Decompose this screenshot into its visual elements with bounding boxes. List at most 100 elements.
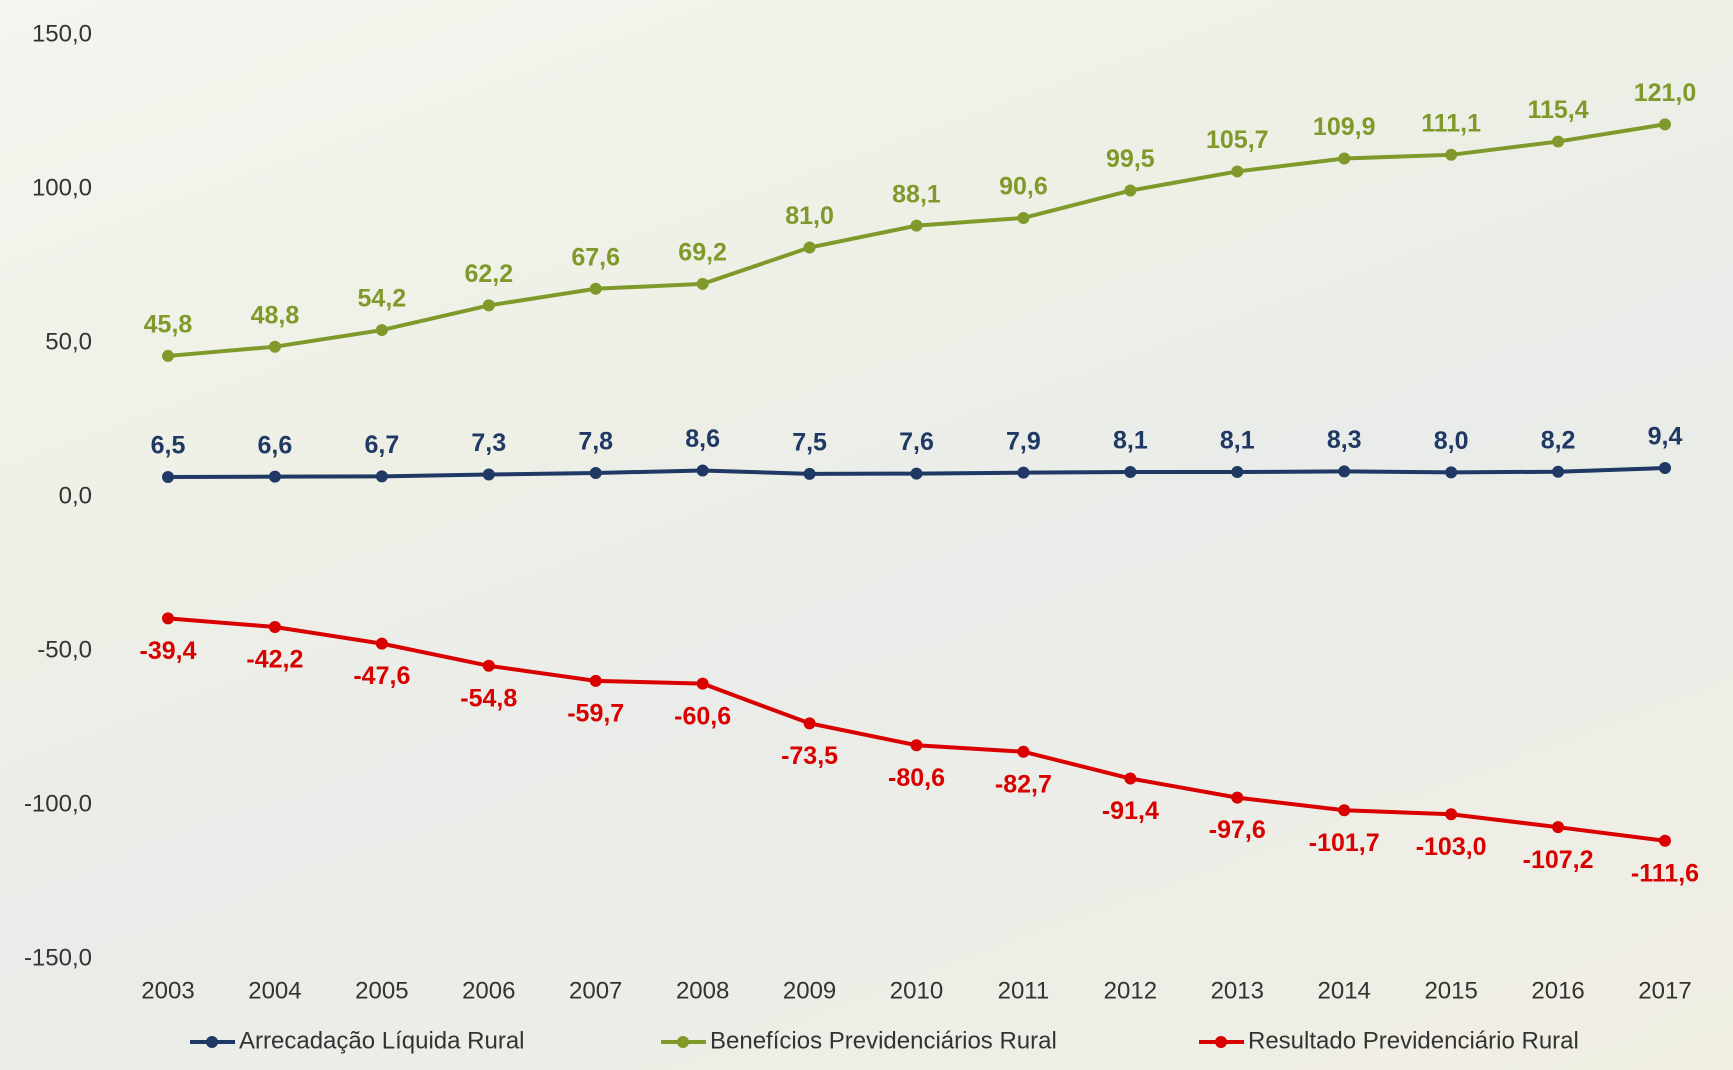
data-label: 7,8 (578, 428, 613, 456)
x-tick-label: 2012 (1104, 977, 1157, 1004)
point (1124, 466, 1137, 479)
legend-label: Benefícios Previdenciários Rural (710, 1027, 1057, 1054)
point (375, 637, 388, 650)
y-tick-label: -150,0 (24, 944, 92, 971)
data-label: 8,2 (1541, 426, 1576, 454)
point (803, 467, 816, 480)
x-tick-label: 2016 (1531, 977, 1584, 1004)
data-label: 7,6 (899, 428, 934, 456)
point (696, 677, 709, 690)
y-tick-label: 100,0 (32, 174, 92, 201)
point (1445, 148, 1458, 161)
data-label: 7,9 (1006, 427, 1041, 455)
data-label: -111,6 (1631, 859, 1699, 887)
x-tick-label: 2008 (676, 977, 729, 1004)
data-label: 9,4 (1648, 423, 1683, 451)
data-label: 6,6 (258, 431, 293, 459)
data-label: 54,2 (358, 285, 407, 313)
point (375, 324, 388, 337)
y-tick-label: 150,0 (32, 20, 92, 47)
data-label: 8,1 (1220, 427, 1255, 455)
point (1124, 184, 1137, 197)
x-tick-label: 2014 (1318, 977, 1371, 1004)
x-tick-label: 2013 (1211, 977, 1264, 1004)
data-label: 8,0 (1434, 427, 1469, 455)
point (162, 349, 174, 362)
data-label: -59,7 (567, 699, 624, 727)
series-line (167, 122, 1666, 358)
data-label: 81,0 (785, 202, 834, 230)
x-tick-label: 2006 (462, 977, 515, 1004)
data-label: 6,5 (151, 432, 186, 460)
point (696, 277, 709, 290)
point (1445, 808, 1458, 821)
data-label: -42,2 (246, 646, 303, 674)
point (268, 340, 281, 353)
legend-marker (1215, 1036, 1227, 1048)
point (1017, 745, 1030, 758)
point (1445, 466, 1458, 479)
data-label: 8,3 (1327, 426, 1362, 454)
data-label: -82,7 (995, 770, 1052, 798)
x-tick-label: 2011 (998, 977, 1050, 1004)
point (1231, 466, 1244, 479)
point (1338, 465, 1351, 478)
point (589, 674, 602, 687)
data-label: -60,6 (674, 702, 731, 730)
point (910, 219, 923, 232)
point (1659, 834, 1671, 847)
series-line (167, 616, 1666, 843)
point (1552, 821, 1565, 834)
data-label: 6,7 (364, 431, 399, 459)
point (803, 717, 816, 730)
data-label: 88,1 (892, 180, 941, 208)
point (482, 659, 495, 672)
data-label: -47,6 (353, 662, 410, 690)
point (1552, 135, 1565, 148)
point (162, 612, 174, 625)
data-label: 67,6 (571, 243, 620, 271)
point (375, 470, 388, 483)
y-tick-label: 0,0 (59, 482, 92, 509)
point (162, 470, 174, 483)
point (910, 467, 923, 480)
data-label: -80,6 (888, 764, 945, 792)
point (1338, 804, 1351, 817)
point (482, 468, 495, 481)
legend-label: Arrecadação Líquida Rural (239, 1027, 525, 1054)
point (1017, 211, 1030, 224)
legend-marker (206, 1036, 218, 1048)
data-label: 109,9 (1313, 113, 1376, 141)
y-tick-label: -100,0 (24, 790, 92, 817)
x-tick-label: 2017 (1638, 977, 1691, 1004)
y-tick-label: 50,0 (45, 328, 92, 355)
data-label: 62,2 (464, 260, 513, 288)
x-tick-label: 2005 (355, 977, 408, 1004)
x-tick-label: 2007 (569, 977, 622, 1004)
data-label: -107,2 (1523, 846, 1594, 874)
data-label: 45,8 (144, 311, 193, 339)
point (589, 466, 602, 479)
data-label: -54,8 (460, 684, 517, 712)
x-tick-label: 2010 (890, 977, 943, 1004)
point (1231, 791, 1244, 804)
point (1552, 465, 1565, 478)
data-label: 7,5 (792, 429, 827, 457)
data-label: -39,4 (140, 637, 197, 665)
data-label: -101,7 (1309, 829, 1380, 857)
data-label: 111,1 (1421, 109, 1481, 137)
x-tick-label: 2003 (141, 977, 194, 1004)
x-tick-label: 2009 (783, 977, 836, 1004)
data-label: 8,6 (685, 425, 720, 453)
point (1659, 462, 1671, 475)
data-label: 8,1 (1113, 427, 1148, 455)
point (1659, 118, 1671, 131)
data-label: 48,8 (251, 301, 300, 329)
point (268, 470, 281, 483)
point (696, 464, 709, 477)
data-label: 121,0 (1634, 79, 1697, 107)
data-label: 7,3 (471, 429, 506, 457)
point (268, 620, 281, 633)
point (589, 282, 602, 295)
